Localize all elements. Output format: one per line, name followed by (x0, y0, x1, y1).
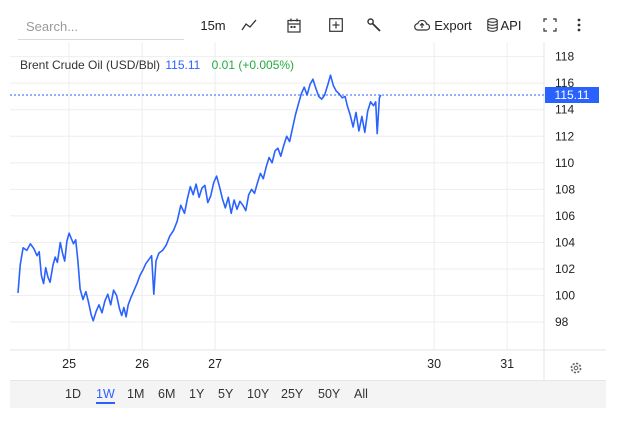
range-1d[interactable]: 1D (65, 387, 81, 401)
range-50y[interactable]: 50Y (318, 387, 341, 401)
time-tick-label: 30 (427, 357, 441, 371)
series-line-brent (17, 74, 382, 322)
range-5y[interactable]: 5Y (218, 387, 234, 401)
chart-legend: Brent Crude Oil (USD/Bbl) 115.11 0.01 (+… (20, 58, 294, 72)
tools-button[interactable] (363, 14, 385, 36)
price-tick-label: 98 (555, 315, 569, 329)
price-tick-label: 116 (555, 76, 574, 90)
price-tick-label: 102 (555, 262, 575, 276)
tools-icon (367, 18, 381, 32)
api-label: API (500, 17, 522, 33)
chart-widget: 15m Export API (10, 6, 606, 408)
gear-icon-center (573, 365, 579, 371)
interval-label: 15m (200, 17, 226, 33)
price-tick-label: 110 (555, 156, 574, 170)
price-tag: 115.11 (545, 86, 599, 103)
price-tick-label: 118 (555, 50, 574, 64)
range-1w[interactable]: 1W (96, 387, 115, 404)
legend-price: 115.11 (165, 58, 201, 72)
more-button[interactable] (572, 14, 586, 36)
interval-button[interactable]: 15m (200, 14, 226, 36)
price-tag-text: 115.11 (555, 88, 590, 102)
time-tick-label: 31 (500, 357, 514, 371)
price-tick-label: 114 (555, 103, 574, 117)
chart-settings-button[interactable] (570, 362, 582, 374)
export-label: Export (434, 17, 472, 33)
range-all[interactable]: All (354, 387, 368, 401)
range-1m[interactable]: 1M (127, 387, 145, 401)
export-button[interactable]: Export (412, 14, 474, 36)
grid (10, 42, 544, 350)
calendar-button[interactable] (283, 14, 305, 36)
gear-icon (570, 362, 582, 374)
time-axis[interactable]: 25 26 27 30 31 (62, 357, 514, 371)
range-10y[interactable]: 10Y (247, 387, 270, 401)
price-tick-label: 100 (555, 289, 575, 303)
price-tick-label: 112 (555, 129, 574, 143)
fullscreen-icon (543, 18, 557, 32)
more-icon (577, 18, 581, 32)
instrument-name: Brent Crude Oil (USD/Bbl) (20, 58, 161, 72)
add-indicator-button[interactable] (325, 14, 347, 36)
search-input[interactable] (18, 14, 184, 40)
add-indicator-icon (329, 18, 343, 32)
price-tick-label: 104 (555, 235, 575, 249)
range-selector: 1D 1W 1M 6M 1Y 5Y 10Y 25Y 50Y All (10, 380, 606, 408)
api-button[interactable]: API (484, 14, 524, 36)
chart-type-icon (241, 19, 257, 31)
range-1y[interactable]: 1Y (189, 387, 205, 401)
price-tick-label: 106 (555, 209, 575, 223)
fullscreen-button[interactable] (539, 14, 561, 36)
toolbar: 15m Export API (10, 6, 606, 42)
legend-change: 0.01 (+0.005%) (211, 58, 295, 72)
time-tick-label: 27 (208, 357, 222, 371)
calendar-icon (287, 18, 301, 33)
price-axis[interactable]: 98 100 102 104 106 108 110 112 114 116 118 (555, 50, 575, 329)
time-tick-label: 25 (62, 357, 76, 371)
time-tick-label: 26 (135, 357, 149, 371)
chart-type-button[interactable] (238, 14, 260, 36)
range-6m[interactable]: 6M (158, 387, 176, 401)
range-25y[interactable]: 25Y (281, 387, 304, 401)
price-chart[interactable]: 98 100 102 104 106 108 110 112 114 116 118 25 26 27 3… (10, 42, 606, 380)
price-tag-box (545, 86, 599, 103)
database-icon (486, 18, 498, 32)
export-cloud-icon (414, 19, 431, 31)
price-tick-label: 108 (555, 182, 575, 196)
